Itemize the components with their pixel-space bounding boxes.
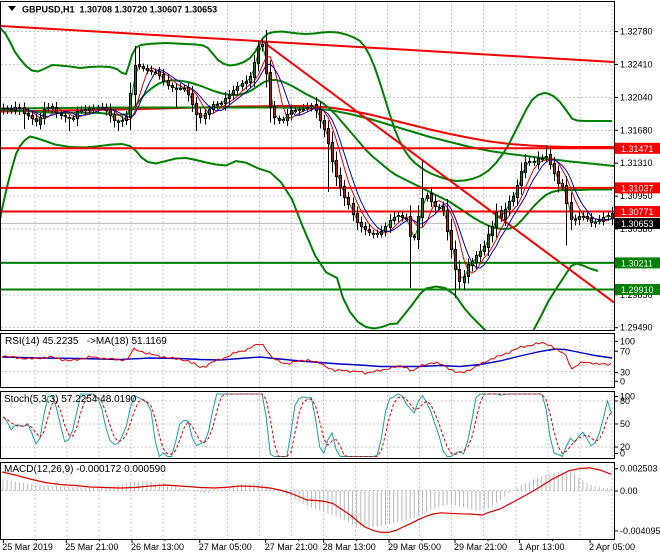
svg-text:30: 30	[620, 368, 630, 378]
svg-text:1.31471: 1.31471	[621, 144, 654, 154]
svg-text:1.29910: 1.29910	[621, 285, 654, 295]
svg-text:1.29490: 1.29490	[620, 323, 653, 333]
svg-text:0: 0	[620, 376, 625, 386]
svg-text:RSI(14) 45.2235 ->MA(18) 51.: RSI(14) 45.2235 ->MA(18) 51.1169	[5, 336, 167, 347]
svg-text:25 Mar 2019: 25 Mar 2019	[2, 542, 53, 552]
svg-text:28 Mar 13:00: 28 Mar 13:00	[323, 542, 376, 552]
svg-text:1.30653: 1.30653	[621, 219, 654, 229]
svg-text:2 Apr 05:00: 2 Apr 05:00	[589, 542, 635, 552]
svg-text:70: 70	[620, 346, 630, 356]
svg-text:27 Mar 21:00: 27 Mar 21:00	[265, 542, 318, 552]
svg-text:1.30211: 1.30211	[621, 258, 653, 268]
svg-text:29 Mar 05:00: 29 Mar 05:00	[388, 542, 441, 552]
svg-text:1.30580: 1.30580	[620, 224, 653, 234]
svg-text:25 Mar 21:00: 25 Mar 21:00	[65, 542, 118, 552]
svg-text:0: 0	[620, 449, 625, 459]
svg-text:100: 100	[620, 392, 635, 402]
svg-text:1.31310: 1.31310	[620, 158, 653, 168]
svg-text:100: 100	[620, 336, 635, 346]
svg-text:1.30950: 1.30950	[620, 191, 653, 201]
svg-text:26 Mar 13:00: 26 Mar 13:00	[131, 542, 184, 552]
svg-text:50: 50	[620, 419, 630, 429]
svg-text:1 Apr 13:00: 1 Apr 13:00	[519, 542, 565, 552]
svg-text:20: 20	[620, 442, 630, 452]
svg-text:GBPUSD,H1 1.30708 1.30720 1.3: GBPUSD,H1 1.30708 1.30720 1.30607 1.3065…	[22, 5, 217, 15]
svg-text:80: 80	[620, 396, 630, 406]
svg-text:1.32780: 1.32780	[620, 27, 653, 37]
svg-text:-0.004095: -0.004095	[620, 526, 660, 536]
svg-text:1.32040: 1.32040	[620, 92, 653, 102]
svg-text:1.30771: 1.30771	[621, 207, 654, 217]
svg-text:29 Mar 21:00: 29 Mar 21:00	[454, 542, 507, 552]
svg-text:0.002503: 0.002503	[620, 464, 658, 474]
svg-text:MACD(12,26,9) -0.000172 0.0005: MACD(12,26,9) -0.000172 0.000590	[4, 464, 166, 475]
svg-text:1.31680: 1.31680	[620, 125, 653, 135]
svg-text:Stoch(5,3,3) 57.2254 48.0190: Stoch(5,3,3) 57.2254 48.0190	[4, 394, 137, 405]
svg-text:1.31037: 1.31037	[621, 183, 654, 193]
svg-text:0.00: 0.00	[620, 486, 638, 496]
svg-text:27 Mar 05:00: 27 Mar 05:00	[199, 542, 252, 552]
svg-text:1.32410: 1.32410	[620, 60, 653, 70]
